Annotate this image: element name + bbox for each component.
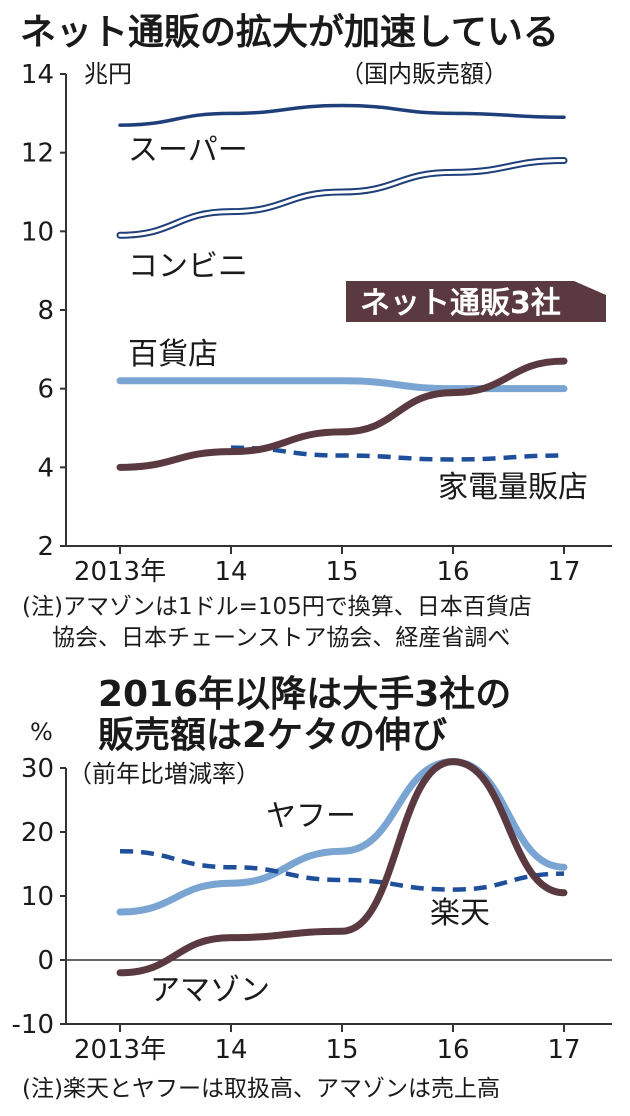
y-tick-label: 2 [37,532,54,562]
series-line-0-3 [230,445,565,462]
y-tick-label: 30 [21,754,54,784]
series-label-yahoo: ヤフー [266,799,356,834]
series-label-convenience: コンビニ [128,249,248,284]
chart2-title-line1: 2016年以降は大手3社の [98,674,511,715]
x-tick-label: 14 [214,557,247,587]
chart1-note-line1: (注)アマゾンは1ドル=105円で換算、日本百貨店 [22,594,532,620]
chart1-y-ticks: 2 4 6 8 10 12 14 [21,60,66,562]
x-tick-label: 2013年 [74,557,166,587]
chart2-unit: % [30,718,53,746]
y-tick-label: 10 [21,217,54,247]
x-tick-label: 2013年 [74,1035,166,1065]
x-tick-label: 16 [436,557,469,587]
x-tick-label: 15 [325,557,358,587]
series-line-0-1-inner [118,159,566,237]
chart2-x-ticks: 2013年 14 15 16 17 [74,1024,581,1065]
y-tick-label: 20 [21,818,54,848]
series-label-amazon: アマゾン [150,973,270,1008]
chart1-x-ticks: 2013年 14 15 16 17 [74,546,581,587]
chart2-note: (注)楽天とヤフーは取扱高、アマゾンは売上高 [22,1076,500,1102]
series-label-electronics: 家電量販店 [438,470,588,505]
y-tick-label: 4 [37,453,54,483]
series-label-online: ネット通販3社 [360,286,561,321]
series-label-rakuten: 楽天 [430,896,490,931]
x-tick-label: 17 [547,557,580,587]
series-line-1-0 [116,758,568,916]
x-tick-label: 16 [436,1035,469,1065]
x-tick-label: 14 [214,1035,247,1065]
series-line-1-2 [116,758,568,977]
chart1-unit: 兆円 [84,60,132,88]
series-line-0-0 [118,103,566,127]
highlight-box-online: ネット通販3社 [346,281,606,322]
series-line-0-4 [116,357,568,471]
x-tick-label: 15 [325,1035,358,1065]
chart1-subtitle: （国内販売額） [340,60,508,88]
x-tick-label: 17 [547,1035,580,1065]
chart1-note-line2: 協会、日本チェーンストア協会、経産省調べ [52,625,510,651]
series-label-department: 百貨店 [128,337,218,372]
y-tick-label: 8 [37,296,54,326]
series-label-supermarket: スーパー [128,133,248,168]
y-tick-label: 0 [37,946,54,976]
series-line-0-1-outer [116,157,568,239]
y-tick-label: 10 [21,882,54,912]
chart1-title: ネット通販の拡大が加速している [20,12,559,53]
chart1-series [116,103,568,471]
series-line-1-1 [119,848,565,892]
chart2-subtitle: （前年比増減率） [68,760,260,788]
y-tick-label: 6 [37,375,54,405]
y-tick-label: -10 [12,1010,54,1040]
chart2-title-line2: 販売額は2ケタの伸び [98,715,447,756]
chart2-series [116,758,568,977]
chart2-y-ticks: -10 0 10 20 30 [12,754,66,1040]
y-tick-label: 12 [21,139,54,169]
y-tick-label: 14 [21,60,54,90]
